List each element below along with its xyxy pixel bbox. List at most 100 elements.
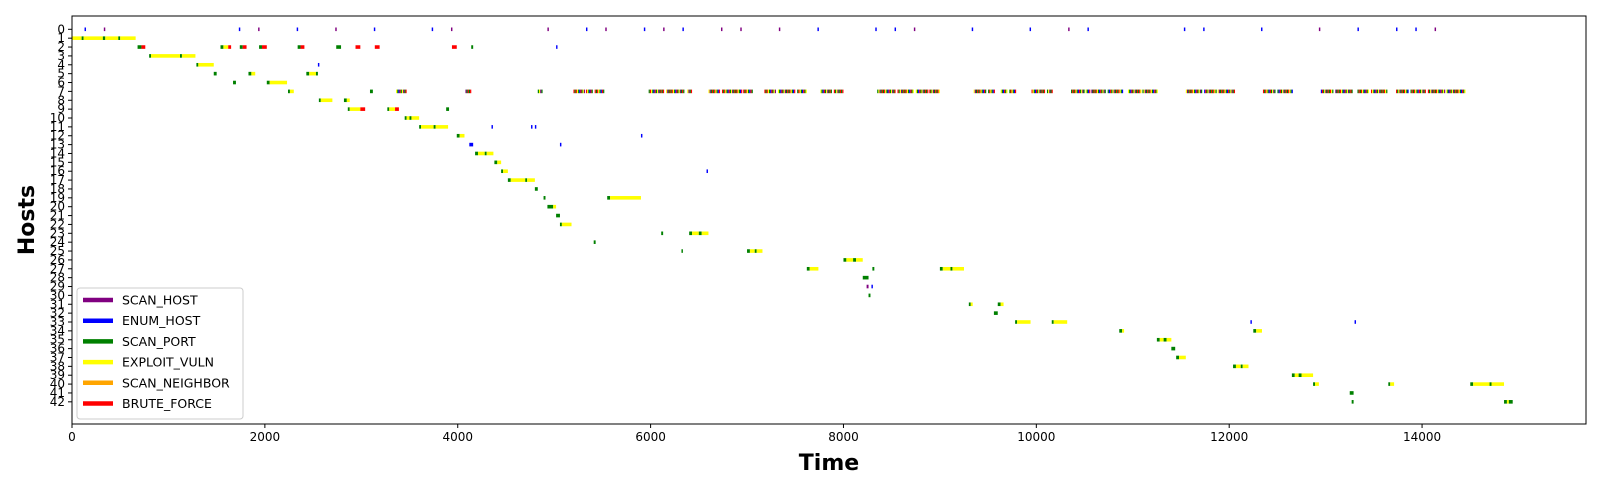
activity-segment xyxy=(501,169,504,174)
activity-segment xyxy=(822,89,824,94)
y-tick-label: 31 xyxy=(50,297,65,311)
activity-segment xyxy=(1033,89,1035,94)
activity-segment xyxy=(678,89,680,94)
activity-segment xyxy=(1117,89,1119,94)
activity-segment xyxy=(1203,27,1205,32)
activity-segment xyxy=(601,89,604,94)
activity-segment xyxy=(1209,89,1212,94)
activity-segment xyxy=(1269,89,1271,94)
activity-segment xyxy=(880,89,882,94)
activity-segment xyxy=(1273,89,1275,94)
legend-label: BRUTE_FORCE xyxy=(122,396,212,411)
activity-segment xyxy=(435,125,449,129)
activity-segment xyxy=(1192,89,1195,94)
activity-segment xyxy=(387,107,390,111)
activity-segment xyxy=(360,107,366,111)
activity-segment xyxy=(1176,355,1180,360)
activity-segment xyxy=(1419,89,1422,94)
activity-segment xyxy=(1143,89,1145,94)
activity-segment xyxy=(1407,89,1409,94)
activity-segment xyxy=(764,89,766,94)
activity-segment xyxy=(1138,89,1140,94)
activity-segment xyxy=(605,27,607,32)
activity-segment xyxy=(923,89,925,94)
activity-segment xyxy=(828,89,830,94)
activity-segment xyxy=(1159,337,1164,342)
activity-segment xyxy=(497,160,502,165)
activity-segment xyxy=(1315,382,1319,386)
activity-segment xyxy=(780,89,782,94)
activity-segment xyxy=(1127,89,1130,94)
y-tick-label: 27 xyxy=(50,262,65,276)
activity-segment xyxy=(1094,89,1096,94)
activity-segment xyxy=(698,231,702,236)
activity-segment xyxy=(1129,89,1131,94)
activity-segment xyxy=(1100,89,1102,94)
y-tick-label: 6 xyxy=(57,76,65,90)
y-tick-label: 29 xyxy=(50,280,65,294)
activity-segment xyxy=(1196,89,1198,94)
activity-segment xyxy=(689,89,691,94)
activity-segment xyxy=(477,151,485,156)
activity-segment xyxy=(261,45,267,49)
activity-segment xyxy=(1075,89,1077,94)
activity-segment xyxy=(600,89,602,94)
y-tick-label: 21 xyxy=(50,209,65,223)
activity-segment xyxy=(1335,89,1337,94)
activity-segment xyxy=(1506,400,1509,404)
activity-segment xyxy=(1331,89,1333,94)
activity-segment xyxy=(790,89,792,94)
activity-segment xyxy=(1446,89,1448,94)
activity-segment xyxy=(1462,89,1464,94)
activity-segment xyxy=(881,89,883,94)
activity-segment xyxy=(766,89,768,94)
activity-segment xyxy=(1508,400,1513,404)
activity-segment xyxy=(767,89,770,94)
activity-segment xyxy=(1379,89,1381,94)
activity-segment xyxy=(1156,337,1160,342)
activity-segment xyxy=(744,89,746,94)
activity-segment xyxy=(1108,89,1111,94)
activity-segment xyxy=(1359,89,1361,94)
activity-segment xyxy=(935,89,937,94)
activity-segment xyxy=(827,89,829,94)
y-tick-label: 42 xyxy=(50,395,65,409)
x-tick-label: 12000 xyxy=(1210,430,1248,444)
activity-segment xyxy=(1006,89,1008,94)
activity-segment xyxy=(1431,89,1433,94)
activity-segment xyxy=(397,89,399,94)
activity-segment xyxy=(654,89,656,94)
activity-segment xyxy=(543,196,546,200)
activity-segment xyxy=(788,89,790,94)
activity-segment xyxy=(1432,89,1434,94)
activity-segment xyxy=(1121,89,1124,94)
activity-segment xyxy=(1029,27,1032,32)
activity-segment xyxy=(228,45,232,49)
activity-segment xyxy=(450,27,453,32)
activity-segment xyxy=(841,89,843,94)
activity-segment xyxy=(486,151,494,156)
activity-segment xyxy=(1321,89,1324,94)
activity-segment xyxy=(1199,89,1202,94)
activity-segment xyxy=(266,80,270,85)
activity-segment xyxy=(1430,89,1432,94)
activity-segment xyxy=(395,107,399,111)
activity-segment xyxy=(1188,89,1190,94)
activity-segment xyxy=(1183,27,1186,32)
activity-segment xyxy=(1208,89,1210,94)
activity-segment xyxy=(467,89,469,94)
activity-segment xyxy=(141,45,146,49)
y-tick-label: 18 xyxy=(50,182,65,196)
activity-segment xyxy=(991,89,993,94)
activity-segment xyxy=(1386,89,1388,94)
activity-segment xyxy=(670,89,672,94)
activity-segment xyxy=(741,89,743,94)
activity-segment xyxy=(932,89,935,94)
activity-segment xyxy=(1093,89,1095,94)
activity-segment xyxy=(1415,27,1417,32)
activity-segment xyxy=(1455,89,1457,94)
activity-segment xyxy=(1087,27,1089,32)
activity-segment xyxy=(1429,89,1431,94)
activity-segment xyxy=(1113,89,1115,94)
